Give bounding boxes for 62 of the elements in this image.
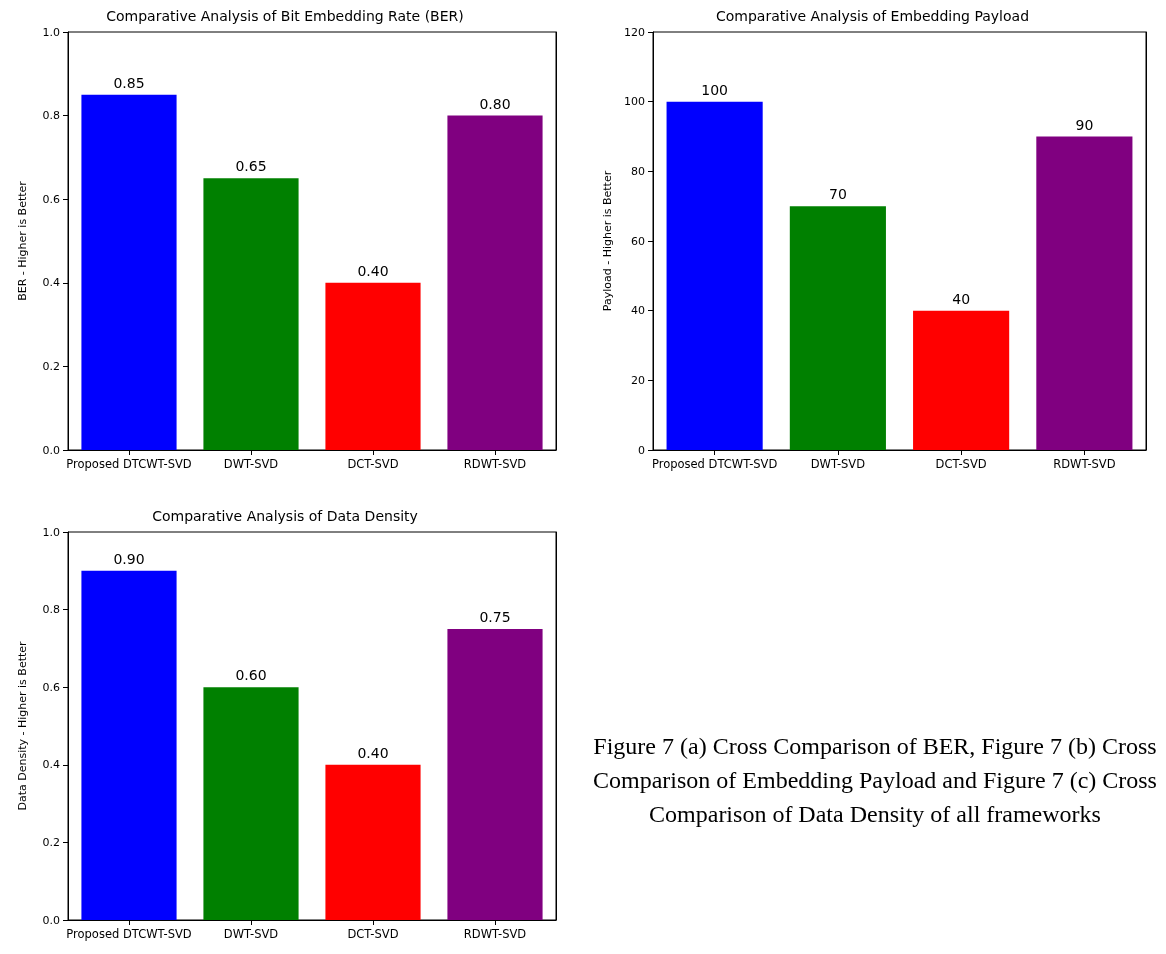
- y-tick-label: 0.4: [42, 276, 60, 290]
- x-tick-label: RDWT-SVD: [1053, 457, 1116, 471]
- y-tick-label: 0.0: [42, 913, 60, 927]
- y-tick-label: 0.0: [42, 443, 60, 457]
- x-tick-label: DCT-SVD: [935, 457, 987, 471]
- y-axis-title: BER - Higher is Better: [16, 180, 29, 301]
- data-label: 0.60: [235, 667, 267, 684]
- bar: [447, 629, 543, 920]
- y-tick-label: 120: [624, 25, 645, 39]
- data-label: 0.75: [479, 609, 511, 625]
- bar: [203, 687, 299, 920]
- caption: Figure 7 (a) Cross Comparison of BER, Figure 7 (b) Cross Comparison of Embedding Payload and Figure 7 (c) Cross Comparison of Data Density of all frameworks: [592, 732, 1158, 829]
- data-label: 100: [701, 81, 728, 98]
- y-tick-label: 20: [631, 373, 645, 387]
- data-label: 40: [952, 290, 971, 307]
- y-tick-label: 0.2: [42, 359, 60, 373]
- bar: [1036, 136, 1133, 450]
- bar: [325, 282, 421, 450]
- bar: [81, 94, 177, 450]
- y-tick-label: 0.8: [42, 603, 60, 617]
- y-tick-label: 0.2: [42, 835, 60, 849]
- y-tick-label: 0.4: [42, 758, 60, 772]
- x-tick-label: Proposed DTCWT-SVD: [651, 457, 778, 471]
- y-tick-label: 60: [631, 234, 645, 248]
- x-tick-label: Proposed DTCWT-SVD: [66, 457, 192, 471]
- x-tick-label: DWT-SVD: [223, 457, 279, 471]
- bar: [913, 310, 1010, 450]
- bar: [789, 206, 886, 450]
- x-tick-label: RDWT-SVD: [463, 457, 527, 471]
- data-label: 0.40: [357, 262, 389, 279]
- y-tick-label: 0.8: [42, 109, 60, 123]
- data-label: 0.80: [479, 95, 511, 112]
- x-tick-label: Proposed DTCWT-SVD: [66, 927, 192, 941]
- data-label: 0.85: [113, 74, 145, 91]
- data-label: 70: [828, 186, 847, 203]
- x-tick-label: RDWT-SVD: [463, 927, 527, 941]
- y-tick-label: 40: [631, 304, 645, 318]
- chart-title: Comparative Analysis of Data Density: [152, 508, 418, 524]
- bar: [81, 570, 177, 920]
- data-label: 0.90: [113, 550, 145, 567]
- chart-title: Comparative Analysis of Bit Embedding Rate (BER): [106, 8, 464, 24]
- data-label: 0.40: [357, 744, 389, 761]
- x-tick-label: DCT-SVD: [347, 457, 399, 471]
- bar: [447, 115, 543, 450]
- y-tick-label: 1.0: [42, 525, 60, 539]
- x-tick-label: DWT-SVD: [810, 457, 866, 471]
- bar: [203, 178, 299, 450]
- data-label: 0.65: [235, 158, 267, 175]
- y-axis-title: Payload - Higher is Better: [601, 170, 614, 312]
- y-tick-label: 80: [631, 164, 645, 178]
- y-tick-label: 0.6: [42, 192, 60, 206]
- y-tick-label: 100: [624, 95, 645, 109]
- y-tick-label: 1.0: [42, 25, 60, 39]
- y-axis-title: Data Density - Higher is Better: [16, 640, 29, 811]
- bar: [666, 101, 763, 450]
- x-tick-label: DWT-SVD: [223, 927, 279, 941]
- data-label: 90: [1075, 116, 1094, 133]
- y-tick-label: 0: [638, 443, 645, 457]
- chart-title: Comparative Analysis of Embedding Payload: [715, 8, 1030, 24]
- bar: [325, 764, 421, 920]
- x-tick-label: DCT-SVD: [347, 927, 399, 941]
- y-tick-label: 0.6: [42, 680, 60, 694]
